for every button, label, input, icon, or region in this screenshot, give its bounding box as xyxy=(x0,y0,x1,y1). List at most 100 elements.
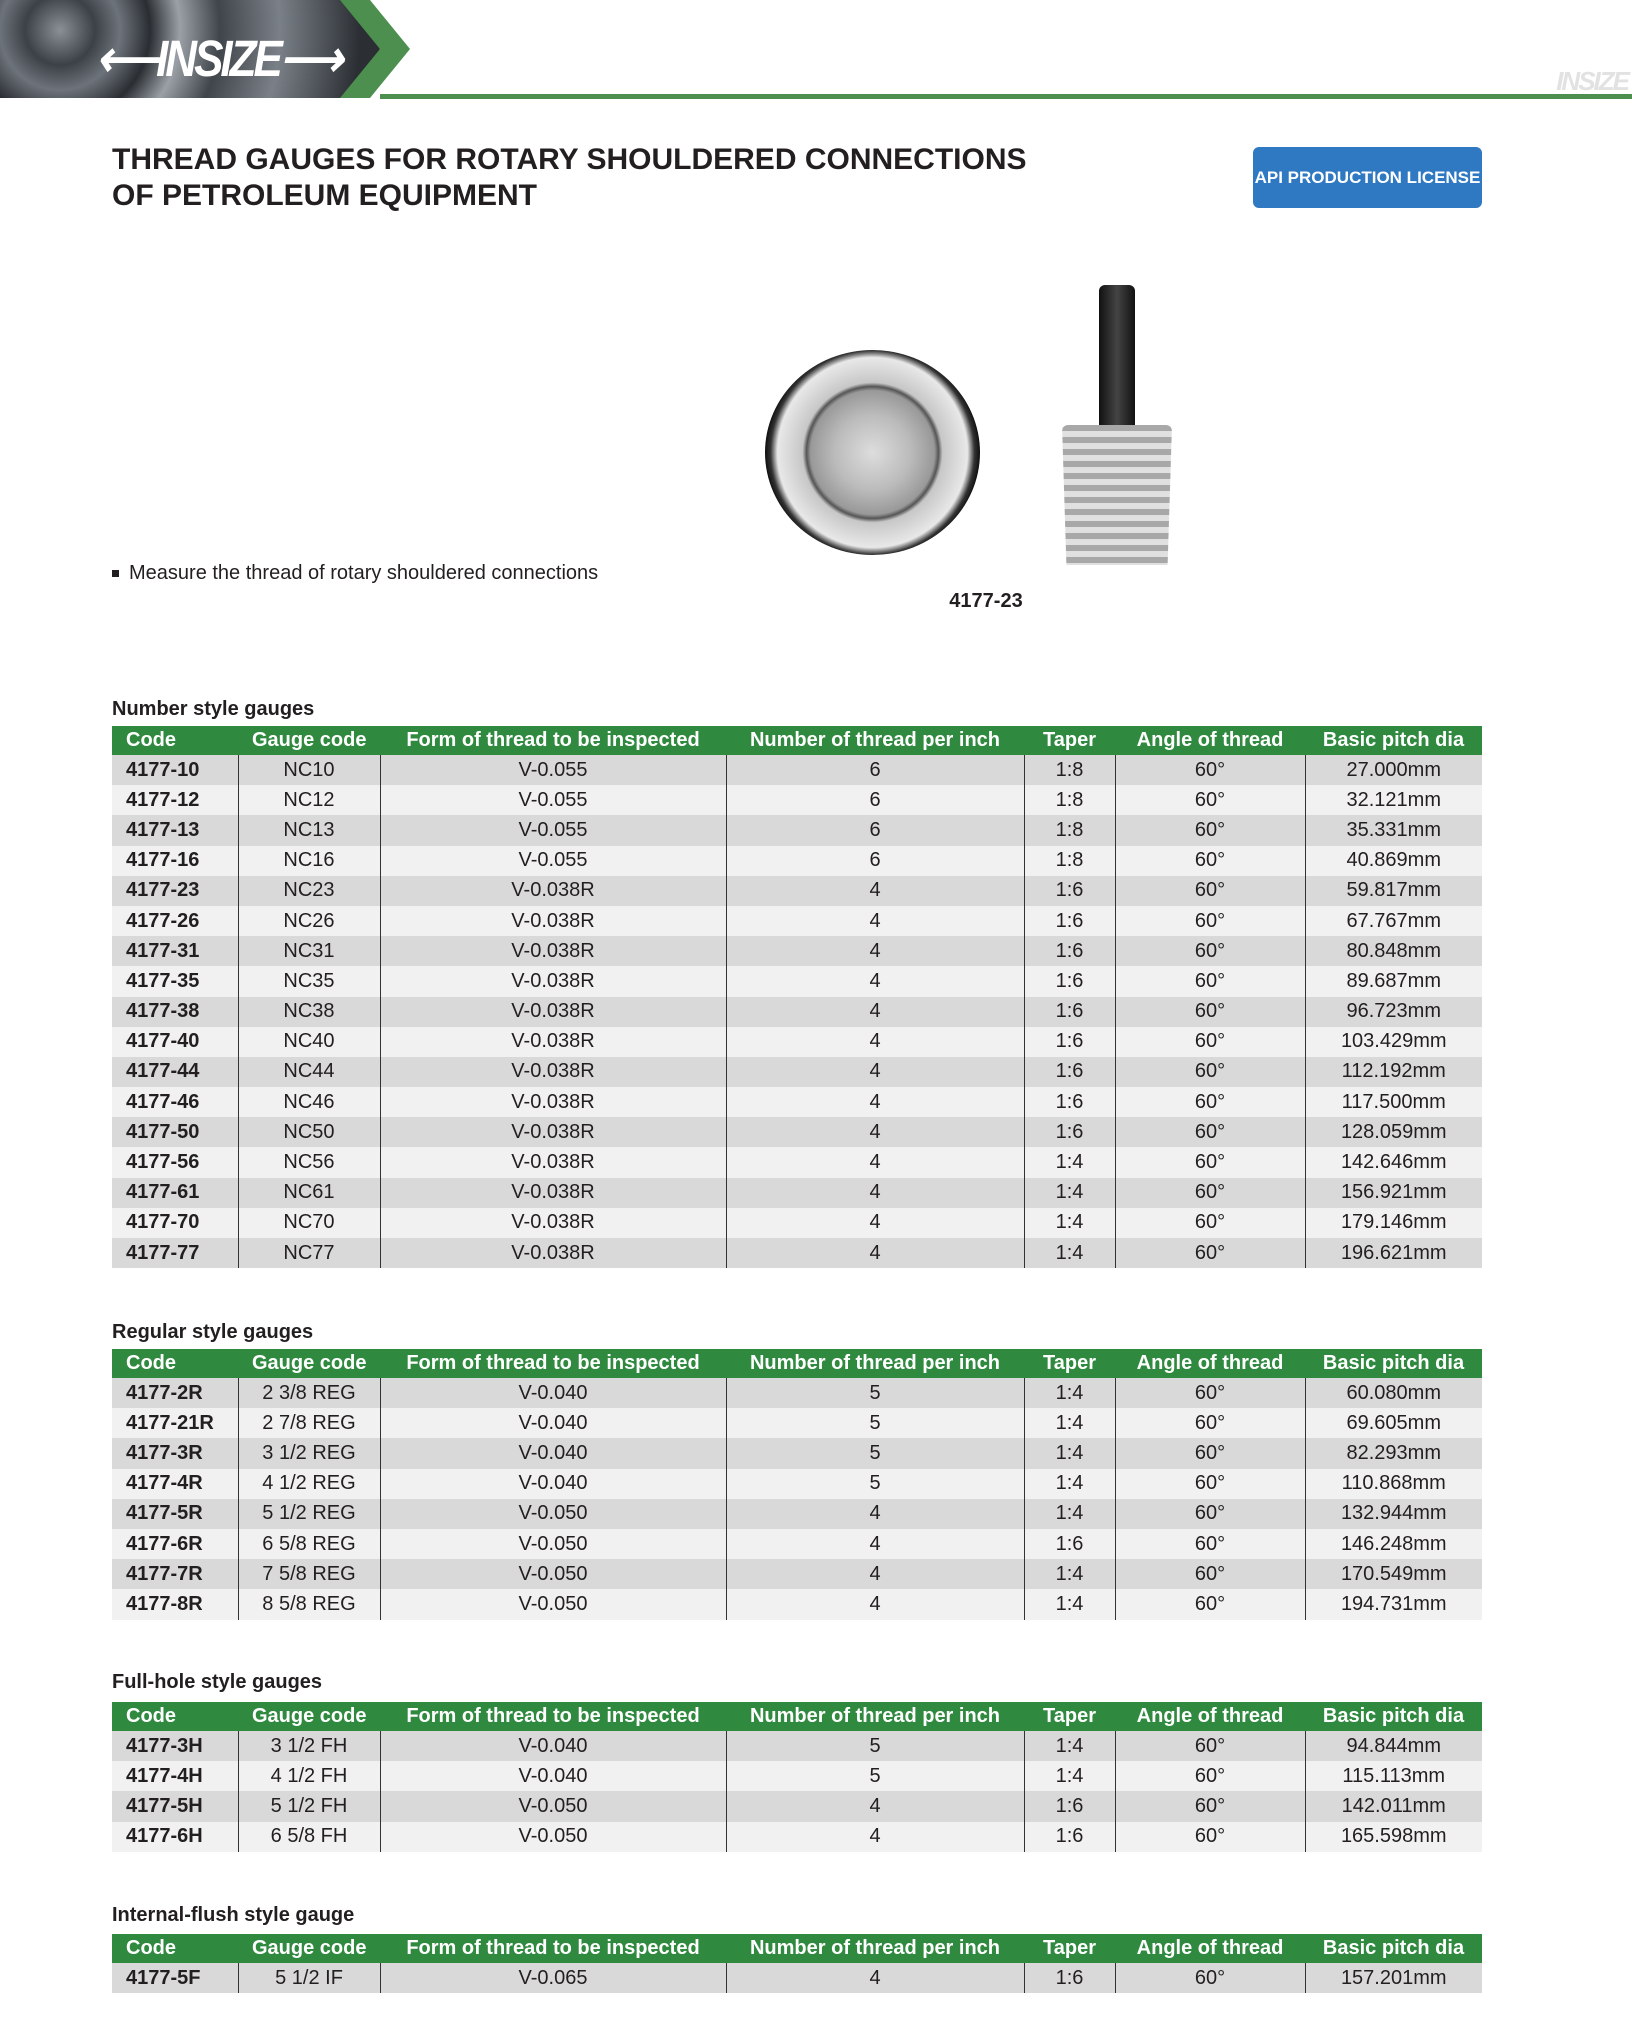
table-header-row: Code Gauge code Form of thread to be inspe… xyxy=(112,726,1482,755)
table-cell: 179.146mm xyxy=(1304,1207,1482,1238)
table-row: 4177-77 NC77 V-0.038R 4 1:4 60° 196.621mm xyxy=(112,1238,1482,1269)
banner-divider xyxy=(380,94,1632,99)
section-title: Number style gauges xyxy=(112,698,315,720)
table-cell: 60° xyxy=(1114,1408,1305,1439)
table-cell: V-0.038R xyxy=(379,1147,726,1178)
table-cell: V-0.055 xyxy=(379,815,726,846)
table-cell: 60° xyxy=(1114,845,1305,876)
table-cell: 4177-3H xyxy=(112,1731,238,1762)
table-cell: 170.549mm xyxy=(1304,1559,1482,1590)
table-cell: 60° xyxy=(1114,1147,1305,1178)
table-cell: 69.605mm xyxy=(1304,1408,1482,1439)
column-header: Form of thread to be inspected xyxy=(380,1934,726,1963)
table-cell: NC35 xyxy=(237,966,380,997)
table-cell: V-0.055 xyxy=(379,755,726,786)
table-row: 4177-70 NC70 V-0.038R 4 1:4 60° 179.146mm xyxy=(112,1207,1482,1238)
column-header: Taper xyxy=(1024,1702,1115,1731)
table-cell: 132.944mm xyxy=(1304,1498,1482,1529)
table-cell: NC70 xyxy=(237,1207,380,1238)
column-header: Angle of thread xyxy=(1115,1934,1305,1963)
table-cell: NC46 xyxy=(237,1087,380,1118)
table-cell: 142.011mm xyxy=(1304,1791,1482,1822)
table-cell: V-0.038R xyxy=(379,905,726,937)
table-cell: 67.767mm xyxy=(1304,905,1482,937)
column-header: Angle of thread xyxy=(1115,1702,1305,1731)
table-cell: 1:4 xyxy=(1023,1559,1115,1590)
table-cell: 8 5/8 REG xyxy=(237,1589,380,1620)
table-cell: NC10 xyxy=(237,755,380,786)
table-cell: 4 xyxy=(725,1498,1024,1529)
table-cell: 4 xyxy=(725,1056,1024,1088)
column-header: Code xyxy=(112,1349,238,1378)
table-cell: NC12 xyxy=(237,785,380,816)
spec-table: Code Gauge code Form of thread to be inspe… xyxy=(112,1702,1482,1852)
table-cell: 4177-56 xyxy=(112,1147,238,1178)
table-cell: V-0.038R xyxy=(379,996,726,1027)
table-cell: 4 xyxy=(725,1117,1024,1148)
table-cell: 1:4 xyxy=(1023,1238,1115,1269)
table-cell: 1:4 xyxy=(1023,1589,1115,1620)
table-row: 4177-50 NC50 V-0.038R 4 1:6 60° 128.059mm xyxy=(112,1117,1482,1148)
table-cell: V-0.038R xyxy=(379,875,726,906)
feature-bullet: Measure the thread of rotary shouldered … xyxy=(112,562,598,585)
table-cell: 4 xyxy=(725,936,1024,967)
table-cell: 4 xyxy=(725,1207,1024,1238)
table-row: 4177-7R 7 5/8 REG V-0.050 4 1:4 60° 170.549mm xyxy=(112,1559,1482,1590)
table-cell: 27.000mm xyxy=(1304,755,1482,786)
table-cell: NC23 xyxy=(237,875,380,906)
table-cell: V-0.038R xyxy=(379,1056,726,1088)
ring-gauge-image xyxy=(765,350,980,555)
table-row: 4177-21R 2 7/8 REG V-0.040 5 1:4 60° 69.605mm xyxy=(112,1408,1482,1439)
table-cell: 4177-10 xyxy=(112,755,238,786)
column-header: Basic pitch dia xyxy=(1305,1349,1482,1378)
column-header: Form of thread to be inspected xyxy=(380,1702,726,1731)
table-cell: 112.192mm xyxy=(1304,1056,1482,1088)
table-cell: 1:4 xyxy=(1023,1177,1115,1208)
table-cell: V-0.055 xyxy=(379,845,726,876)
table-cell: 1:4 xyxy=(1023,1438,1115,1469)
table-cell: 60° xyxy=(1114,1498,1305,1529)
table-cell: V-0.040 xyxy=(379,1731,726,1762)
column-header: Number of thread per inch xyxy=(726,1349,1024,1378)
table-cell: 1:4 xyxy=(1023,1468,1115,1499)
image-caption: 4177-23 xyxy=(949,590,1023,612)
table-cell: 60° xyxy=(1114,1117,1305,1148)
table-cell: 194.731mm xyxy=(1304,1589,1482,1620)
insize-logo: ⟵INSIZE⟶ xyxy=(96,31,343,88)
table-cell: NC31 xyxy=(237,936,380,967)
table-cell: 60° xyxy=(1114,1589,1305,1620)
table-cell: V-0.038R xyxy=(379,936,726,967)
table-cell: 89.687mm xyxy=(1304,966,1482,997)
table-cell: 4177-5H xyxy=(112,1791,238,1822)
column-header: Gauge code xyxy=(238,1702,380,1731)
table-row: 4177-10 NC10 V-0.055 6 1:8 60° 27.000mm xyxy=(112,755,1482,786)
table-cell: 60° xyxy=(1114,1528,1305,1560)
table-cell: 1:6 xyxy=(1023,966,1115,997)
column-header: Gauge code xyxy=(238,1934,380,1963)
table-row: 4177-5F 5 1/2 IF V-0.065 4 1:6 60° 157.201mm xyxy=(112,1963,1482,1994)
table-cell: 60° xyxy=(1114,936,1305,967)
table-cell: 4177-8R xyxy=(112,1589,238,1620)
table-cell: 59.817mm xyxy=(1304,875,1482,906)
table-cell: 1:8 xyxy=(1023,785,1115,816)
table-cell: 110.868mm xyxy=(1304,1468,1482,1499)
table-cell: 4177-44 xyxy=(112,1056,238,1088)
table-cell: 5 xyxy=(725,1761,1024,1792)
table-cell: 4 1/2 FH xyxy=(237,1761,380,1792)
table-cell: 4177-46 xyxy=(112,1087,238,1118)
table-cell: NC56 xyxy=(237,1147,380,1178)
title-line-2: OF PETROLEUM EQUIPMENT xyxy=(112,179,538,212)
table-cell: NC16 xyxy=(237,845,380,876)
table-cell: 7 5/8 REG xyxy=(237,1559,380,1590)
table-cell: 60° xyxy=(1114,785,1305,816)
table-cell: 5 xyxy=(725,1438,1024,1469)
table-cell: 142.646mm xyxy=(1304,1147,1482,1178)
table-cell: NC40 xyxy=(237,1026,380,1057)
section-title: Full-hole style gauges xyxy=(112,1671,323,1693)
plug-gauge-image xyxy=(1062,425,1172,565)
table-cell: 4177-38 xyxy=(112,996,238,1027)
table-row: 4177-23 NC23 V-0.038R 4 1:6 60° 59.817mm xyxy=(112,875,1482,906)
table-cell: V-0.065 xyxy=(379,1963,726,1994)
table-row: 4177-16 NC16 V-0.055 6 1:8 60° 40.869mm xyxy=(112,845,1482,876)
table-cell: 6 xyxy=(725,815,1024,846)
